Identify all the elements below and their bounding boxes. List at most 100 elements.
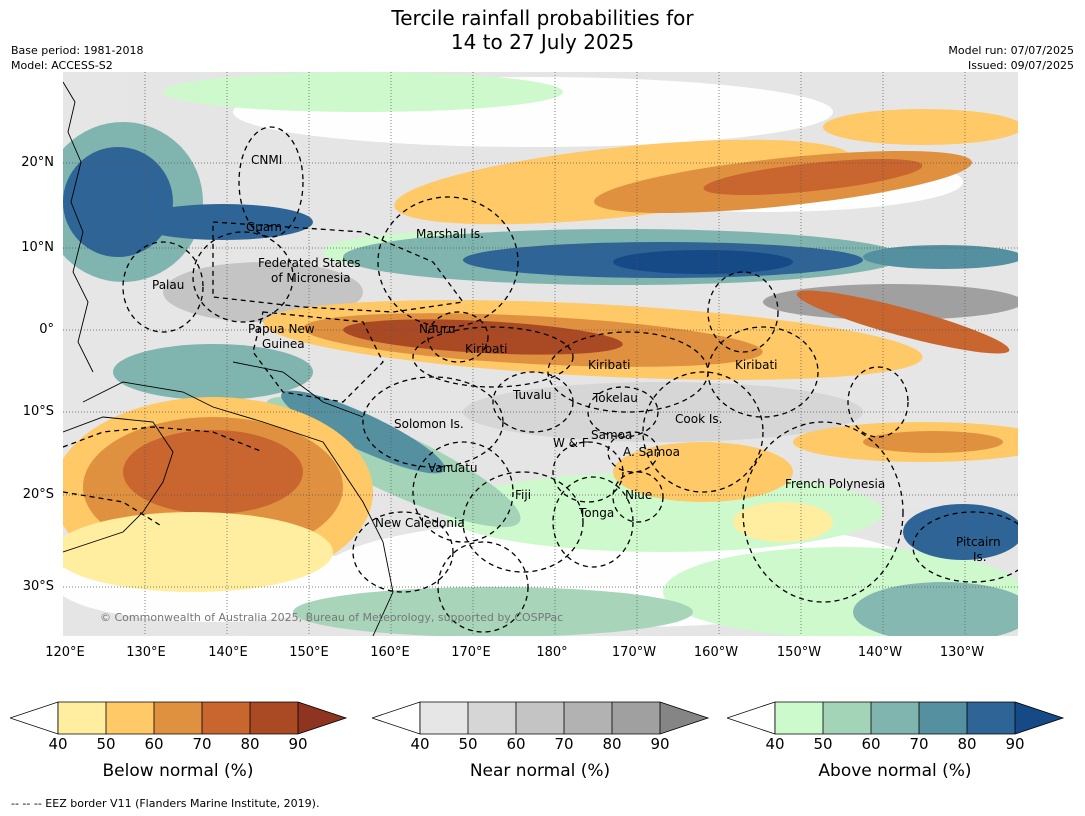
label-cnmi: CNMI (251, 153, 282, 167)
model-name: Model: ACCESS-S2 (11, 59, 113, 72)
colorbar-above-swatch-5 (967, 702, 1015, 734)
colorbar-below-svg (10, 701, 348, 735)
label-samoa: Samoa (591, 428, 632, 442)
label-kiribati-east: Kiribati (735, 358, 777, 372)
colorbar-above-swatch-2 (823, 702, 871, 734)
cb-above-tick-40: 40 (765, 735, 785, 753)
lat-label-10s: 10°S (22, 404, 54, 419)
label-png-1: Papua New (248, 322, 315, 336)
colorbar-below-swatch-1 (58, 702, 106, 734)
issued-date: Issued: 09/07/2025 (967, 59, 1074, 72)
colorbar-above-svg (727, 701, 1065, 735)
label-nauru: Nauru (419, 322, 455, 336)
colorbar-near-swatch-6 (660, 702, 708, 734)
colorbar-below-swatch-3 (154, 702, 202, 734)
cb-below-tick-40: 40 (48, 735, 68, 753)
colorbar-above-swatch-3 (871, 702, 919, 734)
colorbar-near-swatch-2 (468, 702, 516, 734)
label-tuvalu: Tuvalu (512, 388, 552, 402)
lat-label-20s: 20°S (22, 487, 54, 502)
label-palau: Palau (152, 278, 184, 292)
cb-above-tick-70: 70 (909, 735, 929, 753)
probability-map: CNMI Guam Marshall Is. Federated States … (63, 72, 1018, 636)
model-run: Model run: 07/07/2025 (948, 44, 1074, 57)
meta-left: Base period: 1981-2018 Model: ACCESS-S2 (11, 43, 143, 73)
cb-above-tick-50: 50 (813, 735, 833, 753)
base-period: Base period: 1981-2018 (11, 44, 144, 57)
eez-borders (63, 126, 1018, 633)
place-labels: CNMI Guam Marshall Is. Federated States … (152, 153, 1001, 564)
coastlines (63, 81, 394, 636)
lon-label-130w: 130°W (939, 645, 985, 660)
label-asamoa: A. Samoa (623, 445, 680, 459)
cb-below-tick-80: 80 (240, 735, 260, 753)
cb-near-tick-60: 60 (506, 735, 526, 753)
label-vanuatu: Vanuatu (428, 461, 478, 475)
cb-near-tick-80: 80 (602, 735, 622, 753)
label-pitcairn-2: Is. (973, 550, 987, 564)
map-title: Tercile rainfall probabilities for 14 to… (0, 6, 1085, 54)
cb-near-tick-90: 90 (650, 735, 670, 753)
lon-label-160w: 160°W (693, 645, 739, 660)
colorbar-near-swatch-4 (564, 702, 612, 734)
cb-above-title: Above normal (%) (818, 761, 972, 781)
label-solomon: Solomon Is. (394, 417, 464, 431)
title-line-2: 14 to 27 July 2025 (450, 30, 635, 54)
label-french-polynesia: French Polynesia (785, 477, 885, 491)
colorbar-near-svg (372, 701, 710, 735)
cb-below-tick-90: 90 (288, 735, 308, 753)
cb-below-title: Below normal (%) (102, 761, 254, 781)
label-tokelau: Tokelau (592, 391, 638, 405)
lat-label-20n: 20°N (21, 155, 54, 170)
label-cook: Cook Is. (675, 412, 722, 426)
lon-label-150e: 150°E (289, 645, 329, 660)
lon-label-140w: 140°W (857, 645, 903, 660)
cb-above-tick-60: 60 (861, 735, 881, 753)
lon-label-140e: 140°E (208, 645, 248, 660)
lon-label-180: 180° (536, 645, 568, 660)
lon-label-130e: 130°E (126, 645, 166, 660)
label-kiribati-west: Kiribati (465, 342, 507, 356)
cb-near-tick-50: 50 (458, 735, 478, 753)
lon-label-120e: 120°E (45, 645, 85, 660)
colorbar-below-swatch-6 (298, 702, 346, 734)
colorbar-above-swatch-6 (1015, 702, 1063, 734)
label-guam: Guam (246, 220, 282, 234)
cb-below-tick-50: 50 (96, 735, 116, 753)
label-kiribati-central: Kiribati (588, 358, 630, 372)
cb-near-tick-40: 40 (410, 735, 430, 753)
label-tonga: Tonga (578, 506, 614, 520)
label-wf: W & F (553, 436, 589, 450)
lat-label-30s: 30°S (22, 579, 54, 594)
label-niue: Niue (625, 488, 652, 502)
cb-above-tick-80: 80 (957, 735, 977, 753)
cb-below-tick-70: 70 (192, 735, 212, 753)
lon-label-160e: 160°E (370, 645, 410, 660)
title-line-1: Tercile rainfall probabilities for (391, 6, 694, 30)
cb-near-tick-70: 70 (554, 735, 574, 753)
map-svg: CNMI Guam Marshall Is. Federated States … (63, 72, 1018, 636)
lat-label-10n: 10°N (21, 240, 54, 255)
graticule (63, 72, 1018, 636)
colorbar-above-swatch-1 (775, 702, 823, 734)
colorbar-near-swatch-1 (420, 702, 468, 734)
colorbar-below-swatch-2 (106, 702, 154, 734)
cb-below-tick-60: 60 (144, 735, 164, 753)
lon-label-170w: 170°W (611, 645, 657, 660)
label-fsm-1: Federated States (258, 256, 360, 270)
colorbar-below-swatch-5 (250, 702, 298, 734)
colorbar-below-swatch-4 (202, 702, 250, 734)
lon-label-150w: 150°W (776, 645, 822, 660)
label-fiji: Fiji (515, 488, 531, 502)
label-new-caledonia: New Caledonia (375, 516, 465, 530)
eez-footer-note: -- -- -- EEZ border V11 (Flanders Marine… (11, 797, 320, 810)
label-fsm-2: of Micronesia (271, 271, 351, 285)
colorbar-near-swatch-5 (612, 702, 660, 734)
cb-above-tick-90: 90 (1005, 735, 1025, 753)
lat-label-0: 0° (39, 322, 54, 337)
cb-near-title: Near normal (%) (469, 761, 611, 781)
lon-label-170e: 170°E (451, 645, 491, 660)
label-marshall: Marshall Is. (416, 227, 484, 241)
meta-right: Model run: 07/07/2025 Issued: 09/07/2025 (948, 43, 1074, 73)
label-pitcairn-1: Pitcairn (956, 535, 1001, 549)
